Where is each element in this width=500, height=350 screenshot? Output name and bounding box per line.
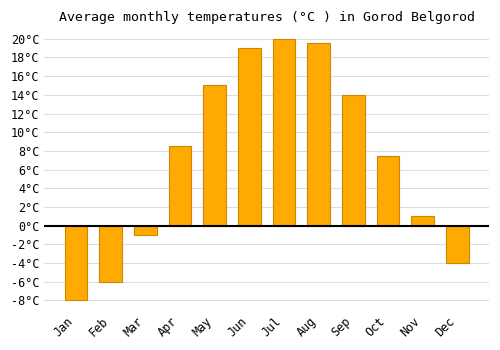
Bar (64, 226, 87, 300)
Bar (446, 226, 468, 263)
Bar (204, 85, 226, 226)
Bar (342, 95, 364, 226)
Bar (412, 216, 434, 226)
Bar (168, 146, 192, 226)
Bar (134, 226, 156, 235)
Bar (308, 43, 330, 226)
Title: Average monthly temperatures (°C ) in Gorod Belgorod: Average monthly temperatures (°C ) in Go… (58, 11, 474, 24)
Bar (100, 226, 122, 282)
Bar (377, 155, 400, 226)
Bar (272, 39, 295, 226)
Bar (238, 48, 260, 226)
